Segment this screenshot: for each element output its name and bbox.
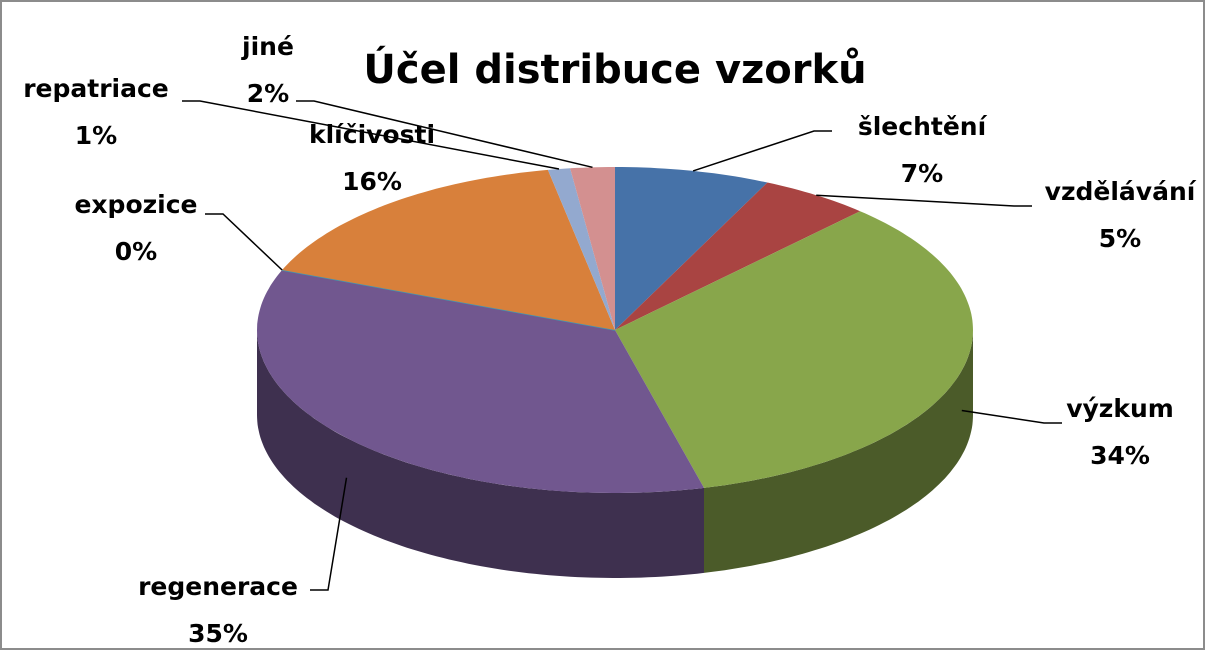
slice: [257, 270, 704, 493]
category-label: výzkum: [1066, 394, 1174, 423]
value-label: 5%: [1099, 224, 1141, 253]
slice-side: [257, 330, 704, 578]
slice-side: [704, 330, 973, 573]
leader-line: [961, 409, 1062, 424]
category-label: klíčivosti: [309, 120, 435, 149]
category-label: expozice: [74, 190, 197, 219]
category-label: vzdělávání: [1045, 177, 1197, 206]
value-label: 7%: [901, 159, 943, 188]
value-label: 2%: [247, 79, 289, 108]
value-label: 16%: [342, 167, 402, 196]
slice: [570, 167, 615, 330]
leader-line: [310, 477, 348, 591]
slice: [615, 211, 973, 488]
value-label: 34%: [1090, 441, 1150, 470]
chart-title: Účel distribuce vzorků: [363, 45, 866, 93]
value-label: 35%: [188, 619, 248, 648]
slice-sides: [257, 330, 973, 578]
slice: [615, 182, 861, 330]
slice: [547, 168, 615, 330]
value-label: 1%: [75, 121, 117, 150]
leader-line: [692, 130, 832, 172]
leader-line: [296, 100, 593, 169]
category-label: jiné: [241, 32, 294, 61]
leader-line: [816, 194, 1032, 207]
category-label: repatriace: [23, 74, 169, 103]
category-label: šlechtění: [858, 112, 988, 141]
leader-line: [182, 100, 560, 170]
slice: [282, 169, 615, 330]
slice: [615, 167, 768, 330]
leader-line: [205, 213, 283, 271]
value-label: 0%: [115, 237, 157, 266]
category-label: regenerace: [138, 572, 298, 601]
